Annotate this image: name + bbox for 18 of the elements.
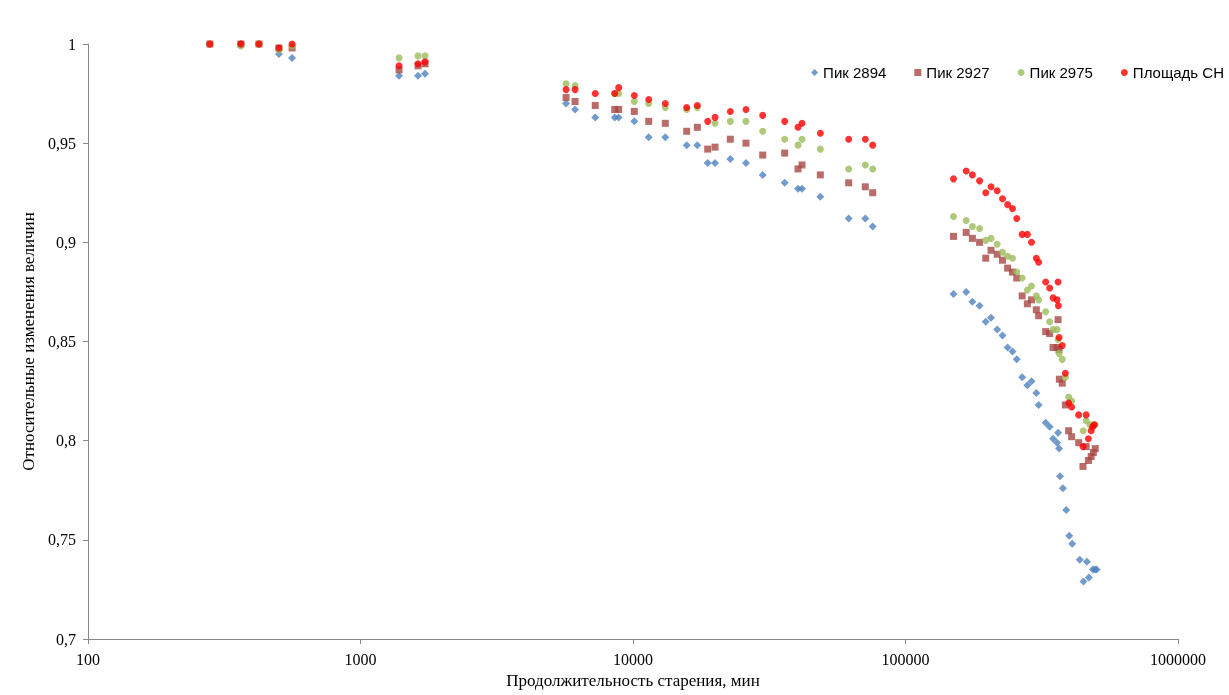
- legend-label: Площадь СН: [1132, 64, 1225, 81]
- legend-label: Пик 2927: [926, 64, 990, 81]
- x-axis-title: Продолжительность старения, мин: [506, 670, 760, 690]
- legend-label: Пик 2975: [1029, 64, 1093, 81]
- x-tick-label: 10000: [613, 650, 653, 668]
- legend-label: Пик 2894: [823, 64, 887, 81]
- y-tick-label: 0,7: [56, 630, 76, 648]
- x-tick-label: 100000: [881, 650, 930, 668]
- x-tick-label: 1000: [344, 650, 377, 668]
- y-tick-label: 0,8: [56, 432, 76, 450]
- y-tick-label: 1: [68, 35, 76, 53]
- y-tick-label: 0,75: [48, 531, 76, 549]
- y-axis-title: Относительные изменения величин: [19, 212, 39, 471]
- y-tick-label: 0,95: [48, 134, 76, 152]
- x-tick-label: 100: [76, 650, 100, 668]
- x-tick-label: 1000000: [1150, 650, 1206, 668]
- y-tick-label: 0,9: [56, 233, 76, 251]
- y-tick-label: 0,85: [48, 333, 76, 350]
